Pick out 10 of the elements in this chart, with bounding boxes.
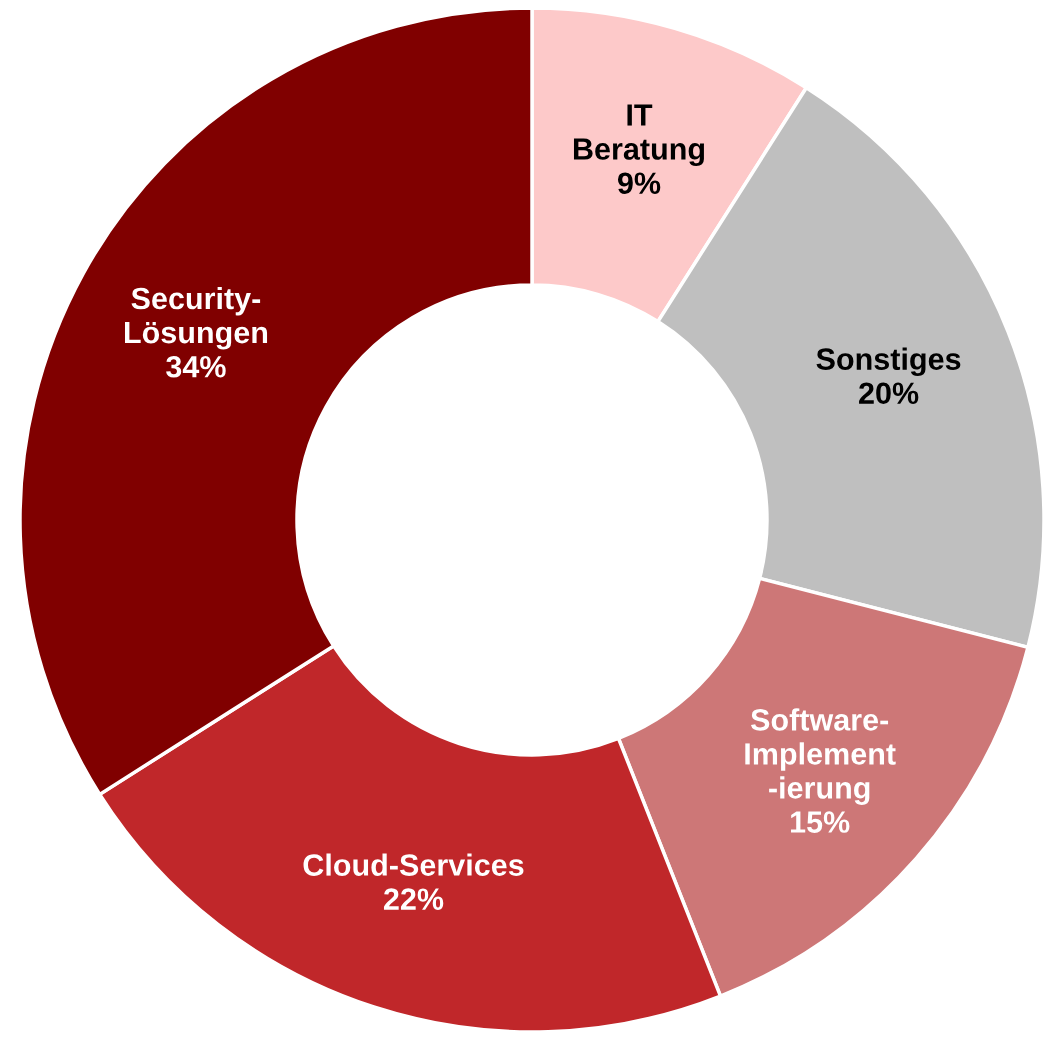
slice-label: Security- Lösungen (125, 286, 268, 350)
data-label: 15% (791, 811, 850, 833)
data-label: 34% (166, 355, 226, 378)
data-label: 20% (859, 382, 919, 405)
slice-label: Sonstiges (816, 347, 961, 377)
slice-label: Cloud-Services (303, 853, 524, 876)
slice-label: IT Beratung (573, 104, 705, 167)
data-label: 22% (383, 888, 444, 910)
data-label: 9% (617, 172, 661, 195)
slice-label: Software- Implement -ierung (745, 708, 896, 805)
